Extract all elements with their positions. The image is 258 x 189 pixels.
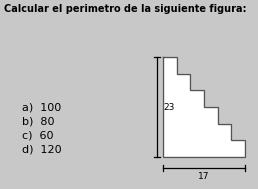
Text: a)  100: a) 100	[22, 102, 61, 112]
Text: 23: 23	[163, 102, 174, 112]
Text: d)  120: d) 120	[22, 144, 62, 154]
Text: 17: 17	[198, 172, 210, 181]
Text: Calcular el perimetro de la siguiente figura:: Calcular el perimetro de la siguiente fi…	[4, 4, 246, 14]
Polygon shape	[163, 57, 245, 157]
Text: c)  60: c) 60	[22, 130, 53, 140]
Text: b)  80: b) 80	[22, 116, 54, 126]
